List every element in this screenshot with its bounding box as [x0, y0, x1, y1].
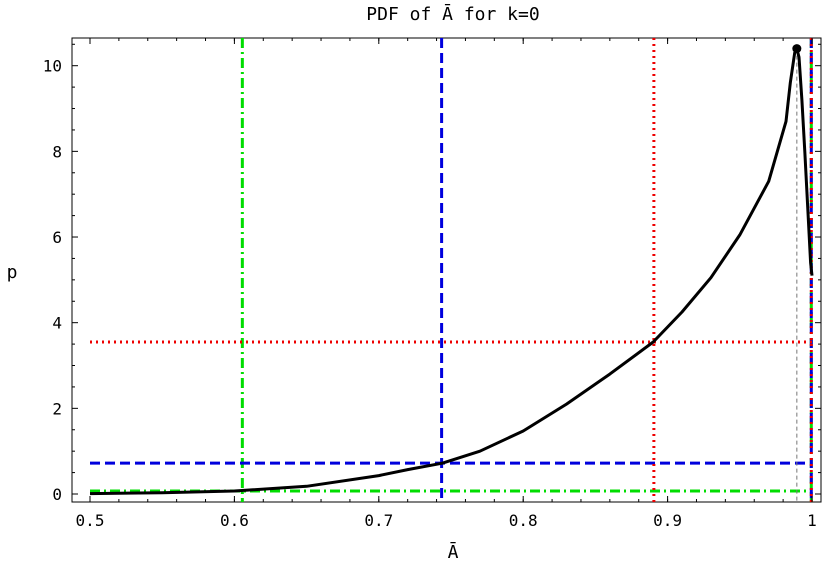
- y-tick-label: 6: [52, 228, 62, 247]
- reference-lines: [90, 38, 813, 502]
- y-tick-label: 0: [52, 485, 62, 504]
- y-tick-label: 10: [43, 57, 62, 76]
- plot-frame: [71, 37, 822, 503]
- x-tick-label: 1: [807, 511, 817, 530]
- x-axis-label: Ā: [448, 541, 459, 563]
- y-tick-label: 4: [52, 314, 62, 333]
- peak-marker: [792, 44, 802, 54]
- x-tick-label: 0.9: [653, 511, 682, 530]
- y-axis-label: p: [7, 262, 18, 283]
- pdf-curve: [89, 47, 814, 496]
- x-tick-label: 0.7: [364, 511, 393, 530]
- curves: [89, 44, 814, 496]
- x-tick-label: 0.6: [220, 511, 249, 530]
- x-tick-label: 0.5: [76, 511, 105, 530]
- y-tick-label: 8: [52, 142, 62, 161]
- chart-title: PDF of Ā for k=0: [366, 3, 539, 25]
- y-tick-label: 2: [52, 399, 62, 418]
- x-tick-label: 0.8: [509, 511, 538, 530]
